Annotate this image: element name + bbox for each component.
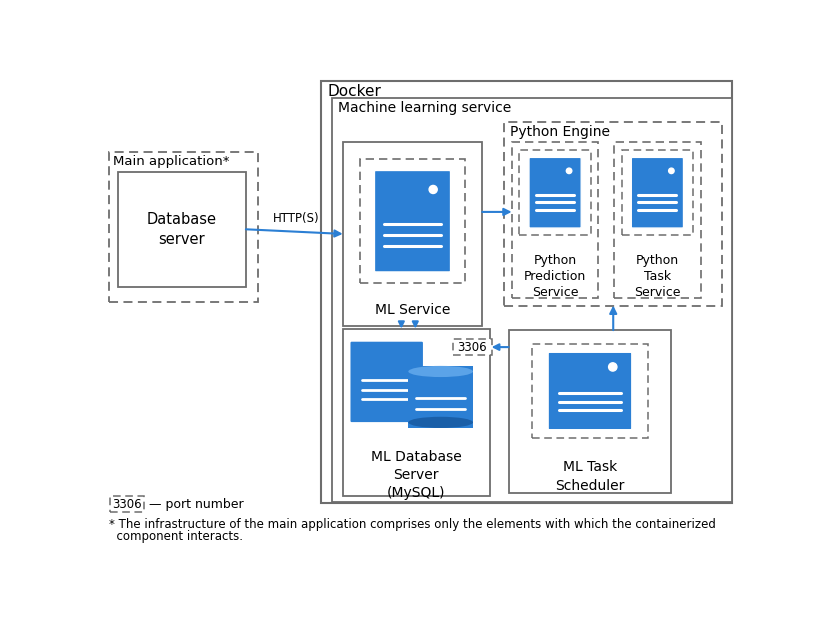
Bar [342, 142, 482, 325]
Text: ML Service: ML Service [374, 303, 450, 317]
Text: 3306: 3306 [112, 497, 142, 510]
Text: HTTP(S): HTTP(S) [272, 212, 319, 225]
FancyBboxPatch shape [528, 157, 581, 228]
Bar [110, 496, 144, 512]
Text: 3306: 3306 [457, 340, 486, 353]
Circle shape [566, 168, 571, 173]
Ellipse shape [408, 366, 473, 377]
Bar [321, 81, 731, 502]
Bar [360, 159, 464, 283]
Bar [508, 330, 671, 494]
Text: * The infrastructure of the main application comprises only the elements with wh: * The infrastructure of the main applica… [109, 518, 715, 531]
FancyBboxPatch shape [350, 342, 423, 422]
Text: Python
Prediction
Service: Python Prediction Service [523, 254, 586, 299]
Bar [511, 142, 598, 298]
Text: Docker: Docker [327, 84, 381, 99]
Circle shape [608, 363, 616, 371]
Bar [452, 340, 491, 355]
FancyBboxPatch shape [374, 170, 450, 272]
Text: Python Engine: Python Engine [509, 125, 609, 139]
Bar [118, 171, 246, 287]
Text: Python
Task
Service: Python Task Service [633, 254, 680, 299]
FancyBboxPatch shape [631, 157, 683, 228]
Text: ML Database
Server
(MySQL): ML Database Server (MySQL) [370, 450, 461, 501]
Bar [332, 97, 731, 502]
Text: component interacts.: component interacts. [109, 530, 242, 543]
Bar [342, 329, 490, 496]
FancyBboxPatch shape [547, 352, 631, 430]
Bar [532, 344, 647, 438]
Bar [518, 150, 590, 235]
Text: ML Task
Scheduler: ML Task Scheduler [554, 460, 624, 492]
Bar [408, 366, 473, 428]
Text: Database
server: Database server [147, 212, 217, 247]
Bar [109, 152, 258, 302]
Text: — port number: — port number [149, 497, 243, 510]
Ellipse shape [408, 417, 473, 428]
Text: Main application*: Main application* [113, 155, 229, 168]
Bar [504, 122, 722, 306]
Text: Machine learning service: Machine learning service [337, 101, 511, 115]
Circle shape [428, 186, 437, 194]
Bar [613, 142, 700, 298]
Circle shape [667, 168, 673, 173]
Bar [621, 150, 692, 235]
